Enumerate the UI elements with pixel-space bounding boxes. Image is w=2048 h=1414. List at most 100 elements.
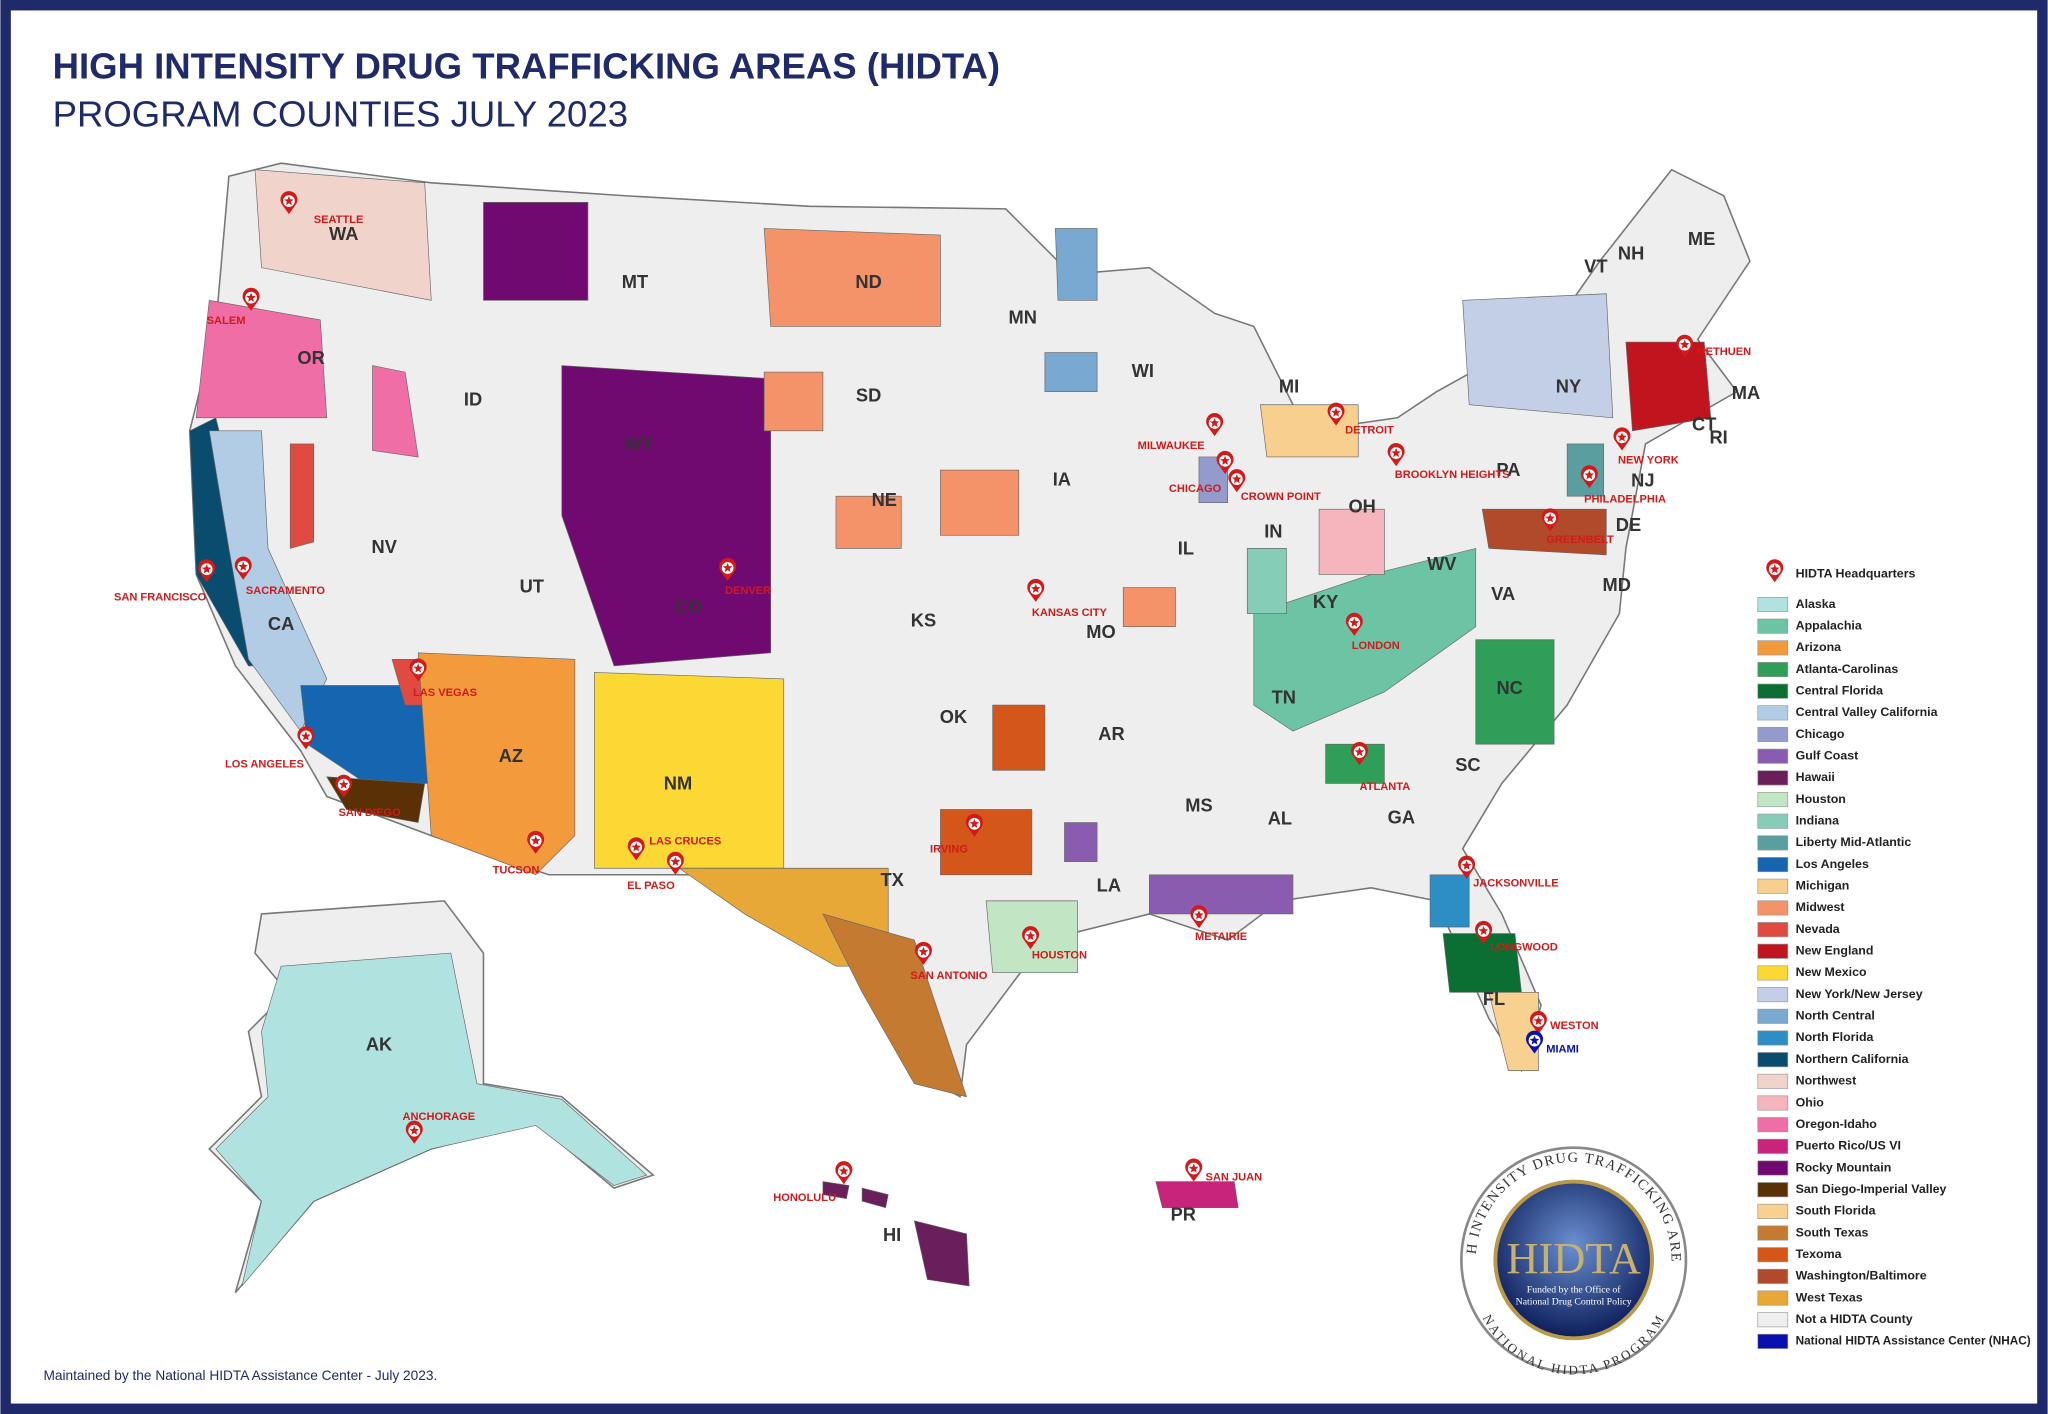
hq-marker — [1529, 1011, 1547, 1035]
hq-label: SAN DIEGO — [339, 807, 402, 819]
hq-label: SAN ANTONIO — [910, 970, 987, 982]
hidta-region — [1253, 547, 1477, 732]
legend-label: Appalachia — [1796, 618, 1862, 632]
hq-label: LAS VEGAS — [413, 687, 477, 699]
marker-star — [918, 946, 929, 956]
seal-inner — [1493, 1179, 1654, 1341]
legend-swatch — [1757, 922, 1789, 938]
state-label: NJ — [1631, 470, 1654, 491]
hq-marker — [1228, 469, 1246, 493]
marker-star — [1770, 564, 1780, 574]
marker-star — [238, 561, 248, 571]
hq-marker — [1475, 920, 1493, 944]
state-label: MA — [1732, 382, 1760, 403]
seal-policy: National Drug Control Policy — [1516, 1296, 1632, 1307]
hidta-region — [1488, 991, 1539, 1071]
marker-star — [1391, 448, 1401, 458]
marker-star — [670, 856, 681, 866]
hq-marker — [297, 726, 315, 750]
hidta-region — [1246, 548, 1287, 614]
marker-star — [284, 196, 294, 206]
state-label: NH — [1618, 242, 1644, 263]
legend-swatch — [1757, 878, 1789, 894]
hq-marker — [405, 1120, 423, 1144]
hq-label: SAN JUAN — [1205, 1171, 1262, 1183]
state-label: PA — [1496, 459, 1520, 480]
state-label: VT — [1584, 255, 1607, 276]
state-label: AK — [366, 1034, 393, 1055]
state-label: SC — [1455, 754, 1480, 775]
legend-swatch — [1757, 900, 1789, 916]
state-label: MN — [1008, 306, 1036, 327]
legend-swatch — [1757, 1008, 1789, 1024]
subtitle: PROGRAM COUNTIES JULY 2023 — [53, 94, 628, 135]
legend-swatch — [1757, 1290, 1789, 1306]
hq-label: HOUSTON — [1032, 949, 1087, 961]
marker-star — [1533, 1016, 1544, 1026]
hq-marker — [1022, 926, 1040, 950]
state-label: FL — [1483, 988, 1505, 1009]
hq-label: IRVING — [930, 844, 968, 856]
marker-star — [1545, 513, 1555, 523]
state-label: CO — [675, 596, 702, 617]
hq-marker — [335, 774, 353, 798]
state-label: IA — [1053, 468, 1071, 489]
hq-marker — [409, 658, 427, 682]
hq-marker — [1185, 1158, 1203, 1182]
hq-label: EL PASO — [627, 880, 675, 892]
state-label: IN — [1264, 521, 1282, 542]
hidta-region — [940, 809, 1033, 876]
legend-label: Northern California — [1796, 1052, 1909, 1066]
legend-swatch — [1757, 1268, 1789, 1284]
footer: Maintained by the National HIDTA Assista… — [43, 1368, 437, 1383]
marker-star — [1031, 583, 1041, 593]
hidta-region — [861, 1187, 889, 1209]
hidta-region — [763, 228, 941, 327]
marker-star — [1220, 455, 1230, 465]
marker-star — [246, 292, 256, 302]
hq-label: SACRAMENTO — [246, 585, 326, 597]
hq-marker — [1351, 742, 1369, 766]
hq-label: NEW YORK — [1618, 454, 1679, 466]
marker-star — [530, 835, 541, 845]
state-label: ID — [464, 389, 482, 410]
legend-swatch — [1757, 813, 1789, 829]
hidta-region — [913, 1220, 970, 1287]
legend-swatch — [1757, 1160, 1789, 1176]
hq-label: LAS CRUCES — [649, 836, 721, 848]
legend-swatch — [1757, 640, 1789, 656]
marker-star — [722, 562, 733, 572]
hq-label: HONOLULU — [773, 1192, 836, 1204]
legend-swatch — [1757, 857, 1789, 873]
hq-marker — [198, 559, 216, 583]
legend-label: Ohio — [1796, 1095, 1825, 1109]
hq-marker — [1216, 450, 1234, 474]
legend-label: Liberty Mid-Atlantic — [1796, 835, 1912, 849]
hq-label: MIAMI — [1546, 1043, 1579, 1055]
legend-swatch — [1757, 987, 1789, 1003]
state-label: WA — [329, 223, 358, 244]
legend-swatch — [1757, 1117, 1789, 1133]
hidta-region — [822, 913, 968, 1098]
state-label: GA — [1388, 806, 1415, 827]
state-label: ME — [1688, 228, 1715, 249]
state-label: TN — [1272, 686, 1296, 707]
state-label: WV — [1427, 553, 1457, 574]
legend-label: Oregon-Idaho — [1796, 1117, 1878, 1131]
state-label: MT — [622, 271, 648, 292]
hq-label: GREENBELT — [1546, 534, 1614, 546]
legend-swatch — [1757, 683, 1789, 699]
hq-label: ATLANTA — [1360, 781, 1411, 793]
hq-marker — [1613, 427, 1631, 451]
hidta-region — [483, 202, 589, 301]
hq-marker — [1526, 1030, 1543, 1054]
legend-label: Nevada — [1796, 922, 1840, 936]
hidta-region — [372, 365, 419, 458]
state-label: MO — [1086, 621, 1115, 642]
hidta-region — [1462, 293, 1614, 419]
state-label: KS — [911, 609, 936, 630]
state-label: NC — [1497, 677, 1523, 698]
state-label: RI — [1709, 427, 1727, 448]
hidta-region — [1155, 1181, 1239, 1209]
